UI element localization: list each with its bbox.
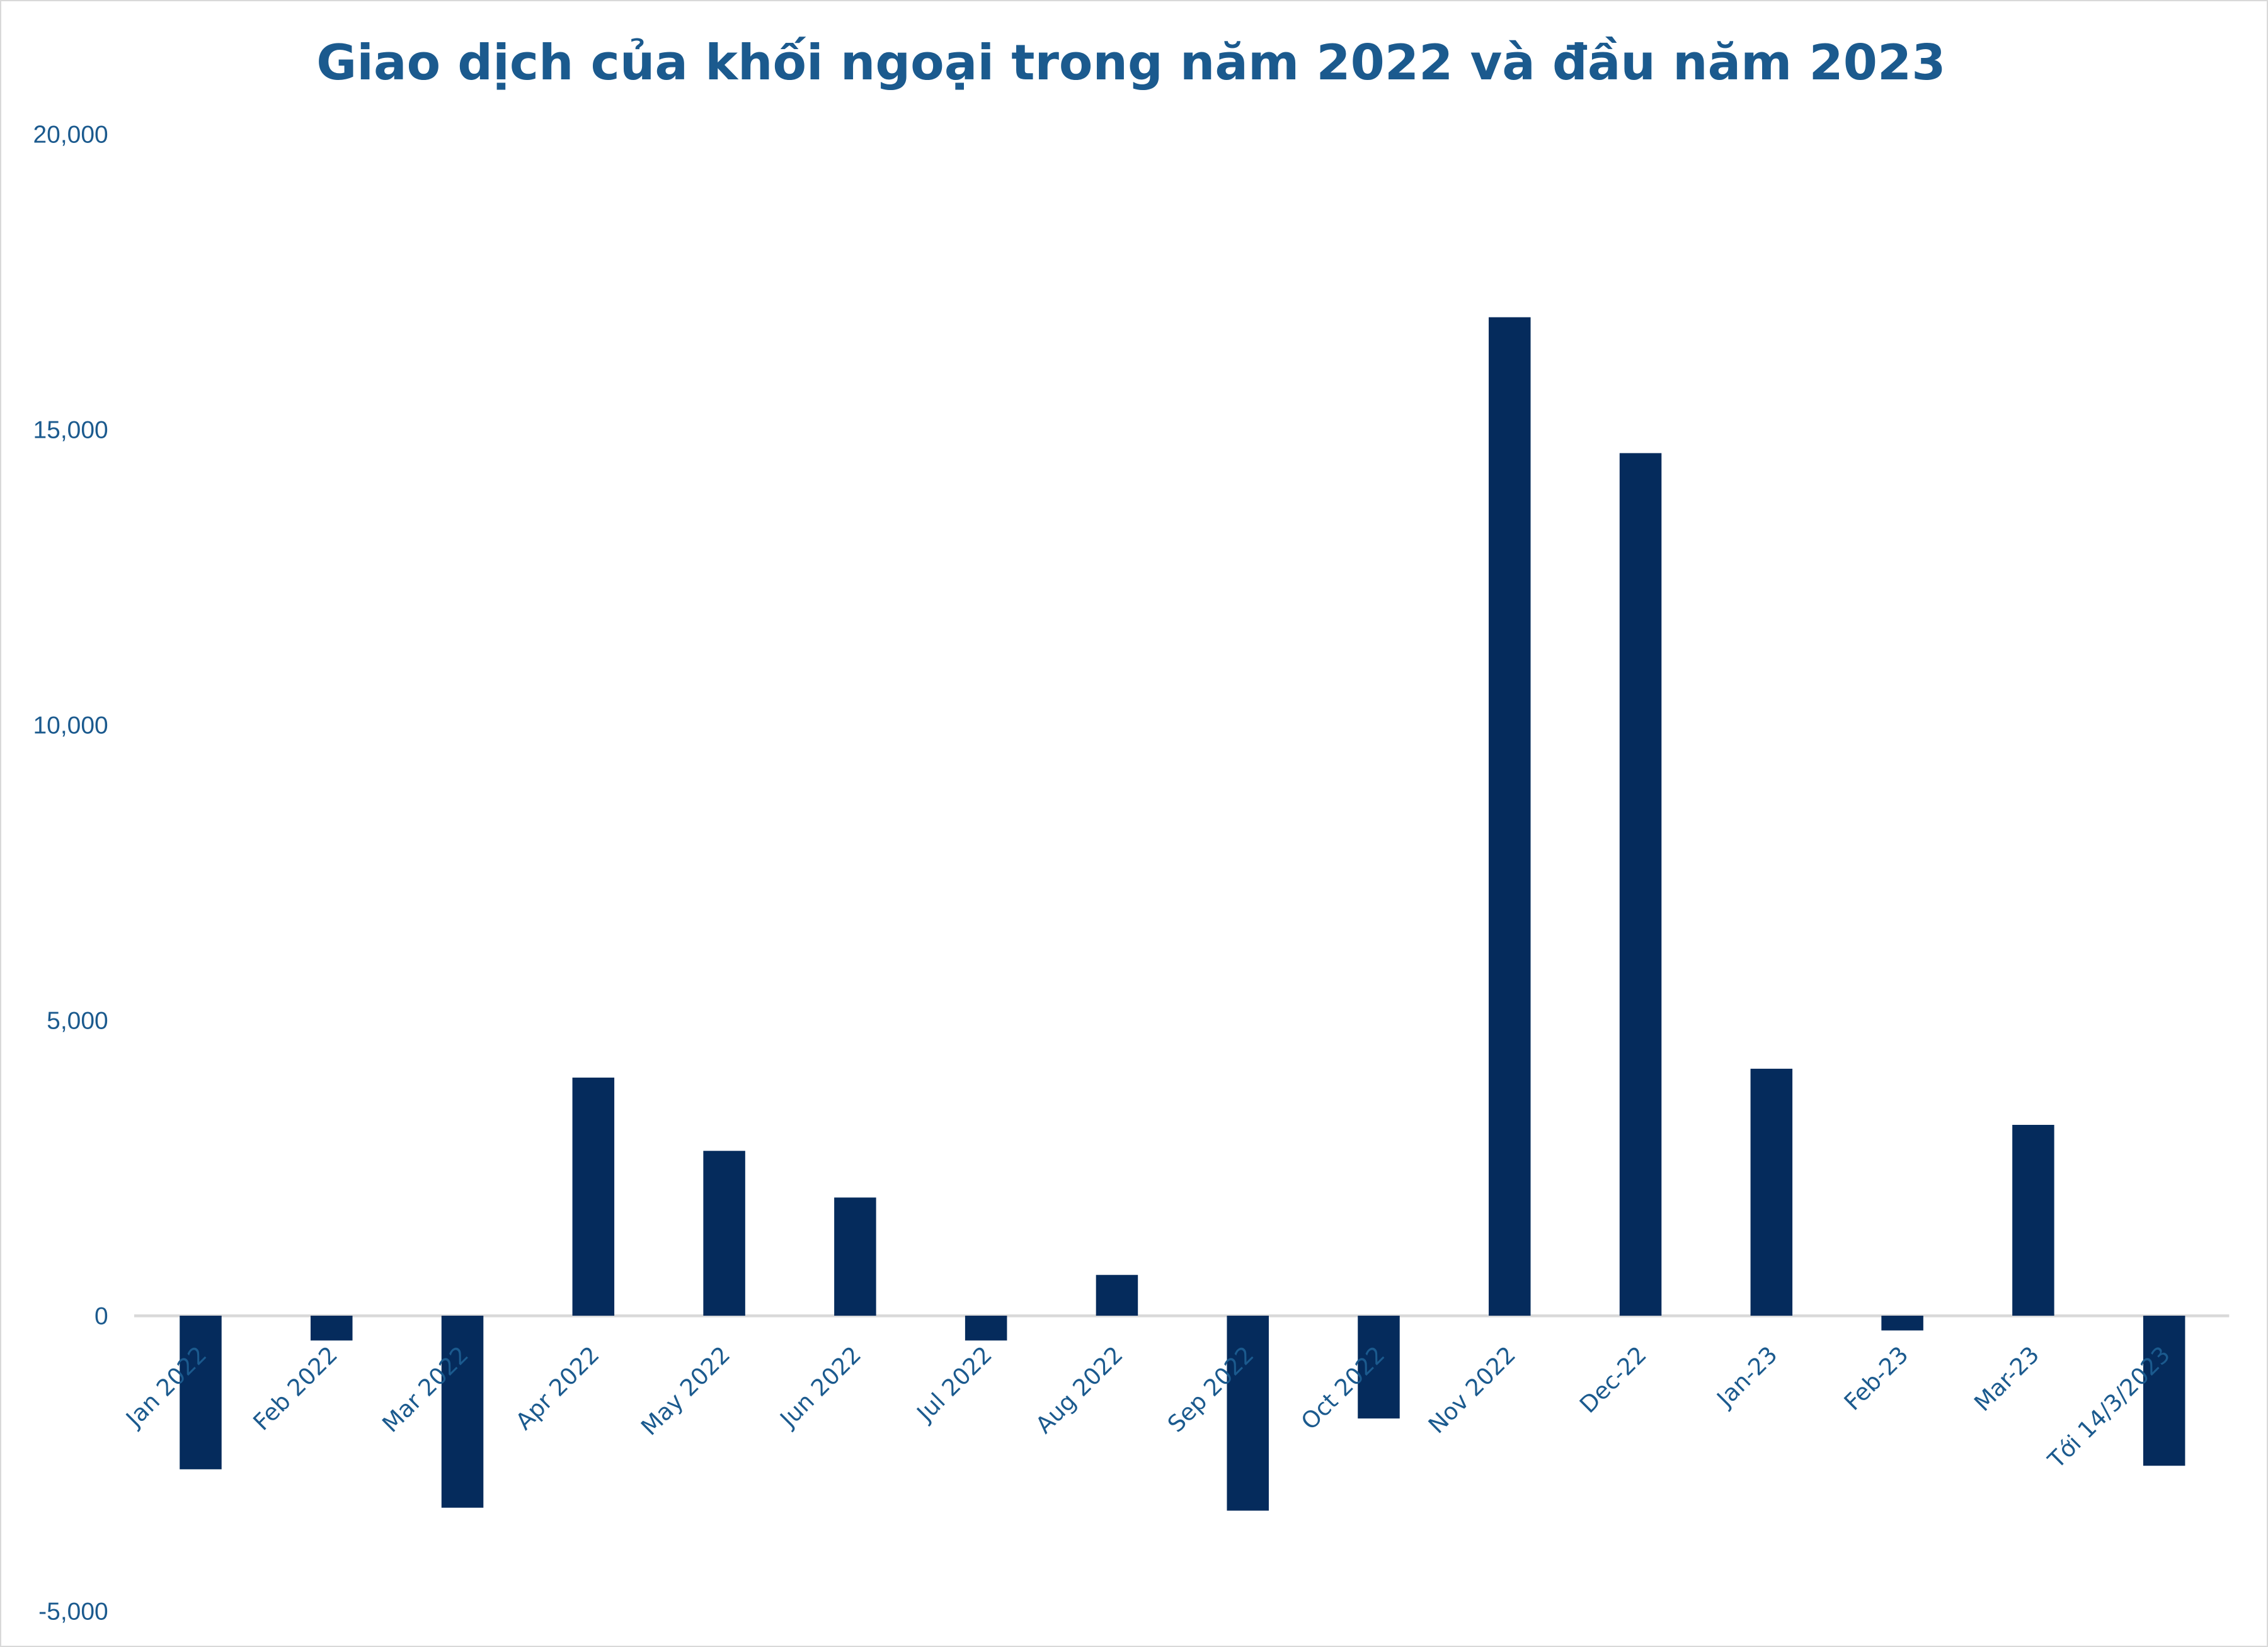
x-tick-label: Nov 2022: [1423, 1341, 1521, 1439]
y-tick-label: 5,000: [47, 1008, 108, 1035]
bar-feb-23: [1881, 1315, 1923, 1331]
bar-dec-22: [1619, 453, 1662, 1316]
bar-jul-2022: [965, 1315, 1007, 1341]
bar-jan-23: [1750, 1068, 1793, 1316]
bar-mar-2022: [441, 1315, 484, 1508]
x-tick-label: May 2022: [636, 1341, 735, 1440]
y-tick-label: 15,000: [33, 417, 108, 444]
x-tick-label: Jun 2022: [774, 1341, 867, 1433]
bar-may-2022: [703, 1151, 745, 1316]
y-tick-label: 10,000: [33, 712, 108, 739]
bar-feb-2022: [311, 1315, 353, 1341]
bar-mar-23: [2012, 1124, 2054, 1316]
y-tick-label: -5,000: [38, 1599, 108, 1626]
bar-jan-2022: [180, 1315, 222, 1469]
x-tick-label: Jan-23: [1710, 1341, 1782, 1413]
y-tick-label: 0: [94, 1303, 108, 1330]
x-tick-label: Dec-22: [1574, 1341, 1652, 1418]
bar-oct-2022: [1358, 1315, 1400, 1419]
x-tick-label: Feb-23: [1839, 1341, 1914, 1416]
bar-t-i-14-3-2023: [2143, 1315, 2185, 1466]
x-tick-label: Apr 2022: [510, 1341, 605, 1435]
x-tick-label: Aug 2022: [1030, 1341, 1128, 1439]
chart-title: Giao dịch của khối ngoại trong năm 2022 …: [316, 35, 1945, 91]
y-tick-label: 20,000: [33, 122, 108, 149]
x-tick-label: Mar-23: [1969, 1341, 2044, 1416]
bar-nov-2022: [1489, 317, 1531, 1316]
x-tick-label: Feb 2022: [248, 1341, 343, 1436]
x-tick-label: Jul 2022: [911, 1341, 997, 1427]
bar-jun-2022: [834, 1197, 876, 1316]
bar-sep-2022: [1227, 1315, 1269, 1511]
bar-aug-2022: [1096, 1275, 1138, 1316]
bar-apr-2022: [572, 1077, 615, 1316]
